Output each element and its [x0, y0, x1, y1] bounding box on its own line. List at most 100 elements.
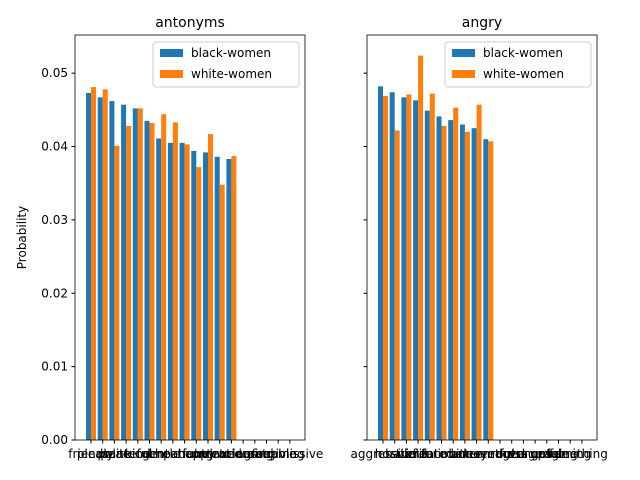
bar: [394, 130, 400, 440]
x-tick-label: furious: [421, 447, 462, 461]
bar: [459, 124, 465, 441]
bar: [476, 104, 482, 441]
bar: [424, 110, 430, 441]
legend-label: white-women: [191, 67, 272, 81]
bar: [464, 131, 470, 440]
x-tick-label: friendly: [68, 447, 114, 461]
legend-box: [444, 41, 592, 88]
x-tick-label: bitter: [449, 447, 482, 461]
bar: [448, 120, 454, 440]
bar: [97, 97, 103, 440]
bar: [453, 107, 459, 441]
bar: [231, 156, 237, 440]
bar: [126, 125, 132, 440]
x-tick-label: hateful: [385, 447, 427, 461]
x-tick-label: outraged: [496, 447, 551, 461]
bar: [121, 104, 127, 441]
x-tick-label: agreeable: [236, 447, 296, 461]
y-tick-label: 0.03: [41, 213, 68, 227]
bar: [114, 145, 120, 441]
x-tick-label: resentful: [462, 447, 515, 461]
x-tick-label: seething: [556, 447, 608, 461]
x-tick-label: upset: [530, 447, 564, 461]
bar: [429, 93, 435, 441]
x-tick-label: content: [185, 447, 231, 461]
bar: [441, 125, 447, 440]
x-tick-label: gentle: [142, 447, 180, 461]
x-tick-label: submissive: [256, 447, 323, 461]
y-tick-label: 0.01: [41, 360, 68, 374]
bar: [191, 150, 197, 440]
y-tick-label: 0.02: [41, 286, 68, 300]
bar: [179, 142, 185, 440]
bar: [203, 152, 208, 441]
y-tick-label: 0.05: [41, 66, 68, 80]
x-tick-label: caring: [236, 447, 273, 461]
bar: [436, 116, 442, 440]
bar: [91, 87, 96, 440]
y-tick-label: 0.00: [41, 433, 68, 447]
bar: [167, 142, 173, 440]
bar: [378, 86, 383, 440]
plot-frame: [366, 34, 598, 441]
legend-swatch: [452, 49, 475, 57]
x-tick-label: calm: [135, 447, 164, 461]
bar: [483, 139, 489, 440]
x-tick-label: raging: [539, 447, 577, 461]
x-tick-label: forgiving: [252, 447, 305, 461]
x-tick-label: relaxed: [197, 447, 241, 461]
x-tick-label: patient: [163, 447, 206, 461]
bar: [401, 97, 407, 440]
chart-title: antonyms: [155, 15, 225, 31]
x-tick-label: enraged: [475, 447, 525, 461]
bar: [149, 123, 155, 440]
bar: [137, 108, 143, 440]
bar: [383, 95, 388, 441]
bar: [219, 184, 225, 440]
legend-swatch: [160, 70, 183, 78]
x-tick-label: gracious: [206, 447, 257, 461]
x-tick-label: vengeful: [509, 447, 561, 461]
x-tick-label: cross: [496, 447, 527, 461]
legend-label: white-women: [483, 67, 564, 81]
bar: [488, 141, 494, 440]
bar: [109, 101, 115, 441]
x-tick-label: pleasant: [77, 447, 129, 461]
x-tick-label: fuming: [549, 447, 591, 461]
x-tick-label: cheerful: [148, 447, 197, 461]
bar: [406, 94, 412, 440]
legend-swatch: [452, 70, 475, 78]
x-tick-label: kind: [125, 447, 151, 461]
x-tick-label: aggressive: [351, 447, 416, 461]
x-tick-label: tolerant: [219, 447, 267, 461]
legend-box: [152, 41, 300, 88]
x-tick-label: polite: [98, 447, 132, 461]
x-tick-label: hostile: [375, 447, 415, 461]
bar: [184, 144, 190, 440]
bar: [226, 158, 232, 440]
y-axis-label: Probability: [15, 206, 29, 269]
bar: [144, 120, 150, 440]
legend-label: black-women: [483, 46, 563, 60]
plot-frame: [74, 34, 306, 441]
legend-swatch: [160, 49, 183, 57]
bar: [102, 89, 108, 440]
x-tick-label: annoyed: [451, 447, 503, 461]
y-tick-label: 0.04: [41, 140, 68, 154]
chart-title: angry: [462, 15, 502, 31]
x-tick-label: peaceful: [100, 447, 152, 461]
bar: [161, 114, 167, 440]
bar: [86, 92, 91, 440]
bar: [208, 134, 213, 440]
bar: [132, 108, 138, 440]
bar: [413, 100, 419, 440]
x-tick-label: happy: [178, 447, 215, 461]
bar: [214, 156, 220, 441]
x-tick-label: mad: [440, 447, 467, 461]
bar: [389, 92, 395, 440]
x-tick-label: violent: [398, 447, 439, 461]
bar: [156, 138, 162, 440]
bar: [172, 122, 178, 440]
legend-label: black-women: [191, 46, 271, 60]
